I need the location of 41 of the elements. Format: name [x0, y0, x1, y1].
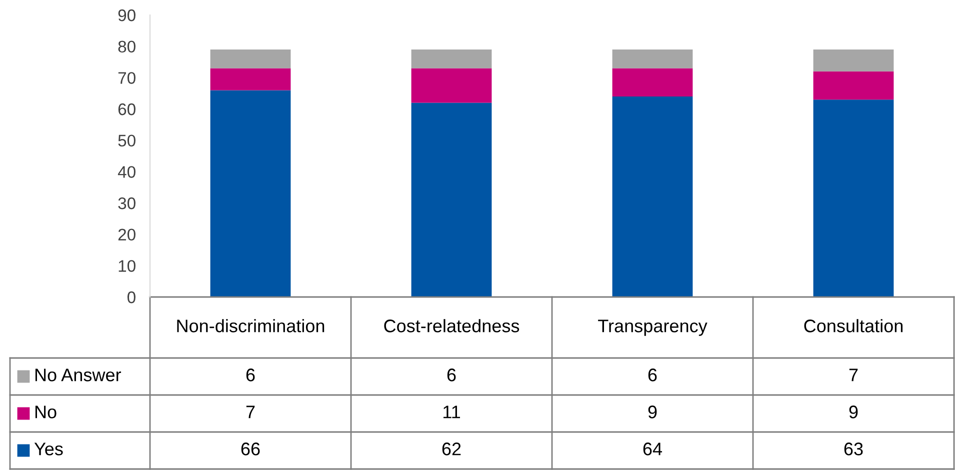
legend-label: Yes	[34, 442, 63, 456]
bar	[612, 49, 693, 68]
y-tick-label: 90	[118, 9, 136, 22]
bar	[813, 71, 894, 100]
x-tick-label: Non-discrimination	[177, 319, 324, 332]
data-label: 62	[442, 442, 461, 456]
data-label: 6	[447, 368, 456, 382]
legend-label: No	[35, 406, 56, 418]
y-tick-label: 80	[118, 40, 136, 53]
y-tick-label: 40	[118, 166, 136, 178]
bar	[411, 68, 492, 103]
data-label: 63	[844, 442, 863, 456]
y-tick-label: 70	[118, 72, 136, 84]
legend-label: No Answer	[35, 368, 122, 382]
y-tick-label: 0	[127, 291, 136, 304]
data-label: 9	[648, 406, 657, 418]
data-label: 7	[246, 406, 255, 418]
data-label: 11	[444, 406, 460, 418]
x-tick-label: Cost-relatedness	[384, 319, 520, 332]
y-tick-label: 30	[118, 197, 136, 210]
bar	[210, 49, 291, 68]
data-label: 7	[849, 368, 858, 382]
bar	[612, 96, 693, 297]
data-label: 64	[643, 442, 662, 456]
bar	[210, 68, 291, 90]
bar	[411, 102, 492, 297]
y-tick-label: 10	[118, 260, 136, 272]
y-tick-label: 50	[118, 134, 136, 147]
x-tick-label: Consultation	[804, 319, 903, 332]
bar	[210, 90, 291, 297]
data-label: 6	[648, 368, 657, 382]
data-label: 6	[246, 368, 255, 382]
bar	[813, 100, 894, 297]
bar	[411, 49, 492, 68]
y-tick-label: 60	[118, 103, 136, 116]
bar	[813, 49, 894, 72]
data-label: 9	[849, 406, 858, 418]
bar	[612, 68, 693, 96]
data-label: 66	[241, 442, 260, 456]
y-tick-label: 20	[118, 228, 136, 241]
x-tick-label: Transparency	[598, 320, 708, 336]
